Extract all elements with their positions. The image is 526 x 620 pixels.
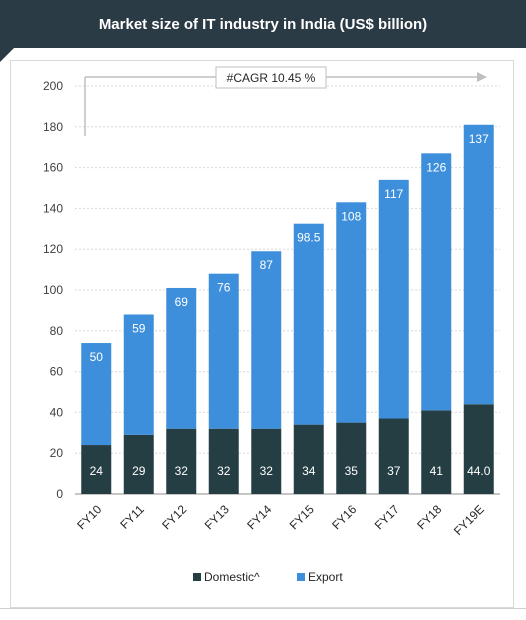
bar-domestic bbox=[251, 428, 282, 494]
x-tick-label: FY17 bbox=[372, 502, 402, 532]
data-label-domestic: 32 bbox=[175, 464, 189, 478]
bar-export bbox=[208, 273, 239, 429]
bar-domestic bbox=[208, 428, 239, 494]
y-tick-label: 200 bbox=[43, 79, 63, 93]
legend-swatch-domestic bbox=[193, 573, 201, 581]
data-label-export: 108 bbox=[341, 209, 361, 223]
cagr-label-box bbox=[215, 66, 327, 89]
y-tick-label: 140 bbox=[43, 201, 63, 215]
bar-domestic bbox=[123, 434, 154, 494]
bar-domestic bbox=[336, 422, 367, 494]
y-tick-label: 60 bbox=[50, 365, 64, 379]
data-label-domestic: 32 bbox=[260, 464, 274, 478]
chart-title: Market size of IT industry in India (US$… bbox=[98, 15, 428, 33]
data-label-domestic: 44.0 bbox=[467, 464, 491, 478]
data-label-export: 50 bbox=[90, 350, 104, 364]
x-tick-label: FY14 bbox=[244, 502, 274, 532]
data-labels: 24 50 29 59 32 69 32 76 32 87 34 98.5 35 108 37 117 41 12… bbox=[90, 132, 491, 478]
x-tick-label: FY13 bbox=[202, 502, 232, 532]
legend-label-export: Export bbox=[308, 570, 343, 584]
cagr-label: #CAGR 10.45 % bbox=[227, 71, 316, 85]
x-tick-label: FY19E bbox=[451, 502, 487, 538]
data-label-export: 126 bbox=[426, 160, 446, 174]
bar-export bbox=[293, 223, 324, 425]
data-label-domestic: 34 bbox=[302, 464, 316, 478]
bottom-strip bbox=[0, 608, 526, 620]
data-label-export: 76 bbox=[217, 281, 231, 295]
bar-export bbox=[421, 153, 452, 411]
bar-export bbox=[251, 251, 282, 429]
y-tick-label: 20 bbox=[50, 446, 64, 460]
data-label-domestic: 24 bbox=[90, 464, 104, 478]
legend: Domestic^ Export bbox=[193, 570, 343, 584]
x-tick-label: FY10 bbox=[74, 502, 104, 532]
bars bbox=[81, 124, 494, 494]
data-label-domestic: 29 bbox=[132, 464, 146, 478]
data-label-domestic: 41 bbox=[430, 464, 444, 478]
data-label-export: 59 bbox=[132, 321, 146, 335]
data-label-domestic: 32 bbox=[217, 464, 231, 478]
legend-swatch-export bbox=[297, 573, 305, 581]
x-tick-label: FY15 bbox=[287, 502, 317, 532]
data-label-export: 69 bbox=[175, 295, 189, 309]
legend-label-domestic: Domestic^ bbox=[204, 570, 260, 584]
x-tick-label: FY12 bbox=[159, 502, 189, 532]
bar-export bbox=[336, 202, 367, 423]
bar-domestic bbox=[81, 445, 112, 494]
bar-export bbox=[81, 343, 112, 446]
x-tick-labels: FY10 FY11 FY12 FY13 FY14 FY15 FY16 FY17 FY18 FY19… bbox=[74, 502, 487, 538]
cagr-annotation: #CAGR 10.45 % bbox=[84, 66, 487, 136]
title-notch-decoration bbox=[0, 48, 14, 62]
bar-export bbox=[166, 287, 197, 429]
chart-title-bar: Market size of IT industry in India (US$… bbox=[0, 0, 526, 48]
bar-domestic bbox=[378, 418, 409, 494]
x-tick-label: FY11 bbox=[117, 502, 147, 532]
bar-domestic bbox=[166, 428, 197, 494]
bar-domestic bbox=[421, 410, 452, 494]
data-label-export: 117 bbox=[384, 187, 403, 201]
y-tick-label: 80 bbox=[50, 324, 64, 338]
x-tick-label: FY16 bbox=[329, 502, 359, 532]
y-tick-label: 160 bbox=[43, 161, 63, 175]
bar-export bbox=[463, 124, 494, 405]
data-label-domestic: 37 bbox=[387, 464, 401, 478]
y-tick-label: 0 bbox=[56, 487, 63, 501]
data-label-export: 98.5 bbox=[297, 231, 321, 245]
data-label-domestic: 35 bbox=[345, 464, 359, 478]
data-label-export: 87 bbox=[260, 258, 274, 272]
y-tick-label: 40 bbox=[50, 405, 64, 419]
bar-domestic bbox=[293, 424, 324, 494]
bar-domestic bbox=[463, 404, 494, 494]
x-tick-label: FY18 bbox=[414, 502, 444, 532]
y-tick-label: 120 bbox=[43, 242, 63, 256]
cagr-arrow-head bbox=[477, 72, 487, 82]
data-label-export: 137 bbox=[469, 132, 489, 146]
y-tick-label: 180 bbox=[43, 120, 63, 134]
axes: 0 20 40 60 80 100 120 140 160 180 200 bbox=[43, 79, 500, 501]
bar-export bbox=[123, 314, 154, 435]
bar-export bbox=[378, 179, 409, 419]
y-tick-label: 100 bbox=[43, 283, 63, 297]
